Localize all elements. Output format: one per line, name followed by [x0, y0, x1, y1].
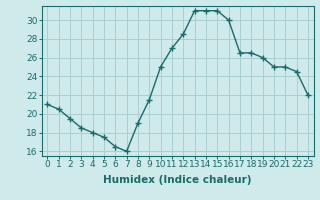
X-axis label: Humidex (Indice chaleur): Humidex (Indice chaleur): [103, 175, 252, 185]
